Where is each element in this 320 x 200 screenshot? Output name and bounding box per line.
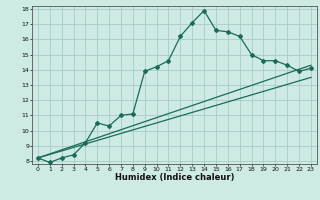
X-axis label: Humidex (Indice chaleur): Humidex (Indice chaleur) bbox=[115, 173, 234, 182]
